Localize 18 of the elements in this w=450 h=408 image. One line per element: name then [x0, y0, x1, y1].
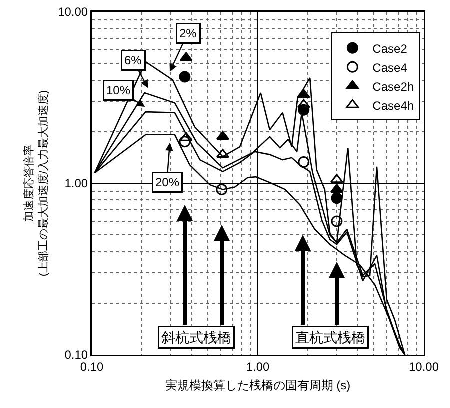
legend-label: Case4h — [372, 98, 414, 113]
x-tick-label: 1.00 — [246, 360, 270, 374]
annotation: 6% — [124, 54, 142, 68]
y-tick-label: 10.00 — [58, 5, 88, 20]
y-tick-label: 0.10 — [64, 348, 88, 362]
x-axis-title: 実規模換算した桟橋の固有周期 (s) — [165, 378, 351, 393]
legend-label: Case2 — [372, 42, 408, 56]
legend-label: Case2h — [372, 80, 414, 94]
annotation: 直杭式桟橋 — [296, 330, 366, 346]
annotation: 斜杭式桟橋 — [162, 330, 232, 346]
annotation: 2% — [180, 26, 198, 40]
annotation: 10% — [106, 84, 131, 98]
annotation: 20% — [156, 176, 180, 190]
legend-label: Case4 — [372, 60, 408, 75]
y-axis-title: 加速度応答倍率 (上部工の最大加速度/入力最大加速度) — [22, 90, 50, 277]
x-tick-label: 10.00 — [408, 360, 440, 374]
x-tick-label: 0.10 — [80, 360, 104, 374]
y-tick-label: 1.00 — [64, 176, 88, 191]
